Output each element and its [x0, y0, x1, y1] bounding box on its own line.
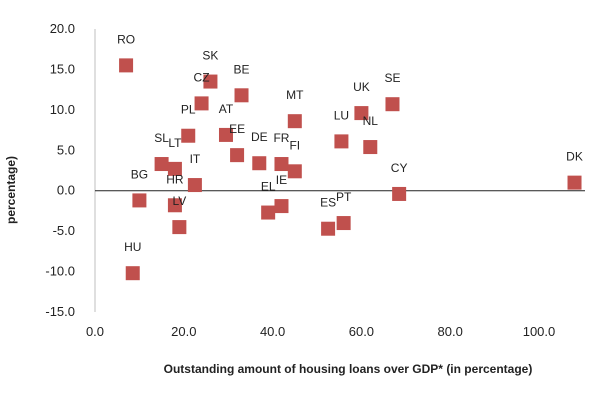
data-point-hr: [167, 198, 182, 213]
data-point-at: [218, 127, 233, 142]
point-label-el: EL: [261, 180, 276, 194]
y-tick-label: -15.0: [45, 304, 75, 319]
data-point-se: [385, 97, 400, 112]
data-point-sk: [203, 74, 218, 89]
data-point-fr: [274, 157, 289, 172]
point-label-pl: PL: [181, 103, 196, 117]
data-point-de: [252, 156, 267, 171]
data-point-ee: [230, 148, 245, 163]
x-tick-label: 100.0: [523, 324, 556, 339]
data-point-ro: [119, 58, 134, 73]
data-point-be: [234, 88, 249, 103]
data-point-lt: [167, 161, 182, 176]
point-label-hr: HR: [166, 172, 184, 186]
y-tick-label: -5.0: [53, 223, 75, 238]
data-point-bg: [132, 193, 147, 208]
point-label-be: BE: [234, 62, 250, 76]
point-label-lt: LT: [168, 136, 182, 150]
point-label-it: IT: [190, 152, 201, 166]
data-point-sl: [154, 157, 169, 172]
point-label-ro: RO: [117, 32, 135, 46]
point-label-lu: LU: [334, 108, 349, 122]
data-point-fi: [287, 164, 302, 179]
point-label-cz: CZ: [194, 70, 210, 84]
point-label-fr: FR: [273, 131, 289, 145]
point-label-pt: PT: [336, 190, 352, 204]
x-tick-label: 80.0: [438, 324, 463, 339]
point-label-lv: LV: [172, 194, 186, 208]
y-tick-label: 15.0: [50, 61, 75, 76]
data-point-hu: [125, 266, 140, 281]
point-label-cy: CY: [391, 161, 408, 175]
x-tick-label: 0.0: [86, 324, 104, 339]
data-point-cz: [194, 96, 209, 111]
data-point-es: [321, 221, 336, 236]
y-tick-label: 20.0: [50, 21, 75, 36]
point-label-dk: DK: [566, 150, 583, 164]
y-axis-title: percentage): [4, 156, 18, 224]
x-tick-label: 40.0: [260, 324, 285, 339]
point-label-bg: BG: [131, 167, 148, 181]
point-label-mt: MT: [286, 88, 304, 102]
point-label-se: SE: [384, 71, 400, 85]
data-point-cy: [392, 186, 407, 201]
data-point-ie: [274, 199, 289, 214]
point-label-sl: SL: [154, 131, 169, 145]
x-tick-label: 60.0: [349, 324, 374, 339]
data-point-pl: [181, 128, 196, 143]
point-label-ie: IE: [276, 173, 287, 187]
point-label-hu: HU: [124, 240, 141, 254]
point-label-nl: NL: [363, 114, 379, 128]
y-tick-label: -10.0: [45, 264, 75, 279]
data-point-lv: [172, 220, 187, 235]
x-axis-title: Outstanding amount of housing loans over…: [164, 362, 533, 376]
data-point-lu: [334, 134, 349, 149]
data-point-pt: [336, 216, 351, 231]
y-tick-label: 0.0: [57, 183, 75, 198]
y-tick-label: 10.0: [50, 102, 75, 117]
point-label-ee: EE: [229, 122, 245, 136]
point-label-es: ES: [320, 196, 336, 210]
data-point-mt: [287, 114, 302, 129]
data-point-uk: [354, 106, 369, 121]
data-point-el: [261, 205, 276, 220]
point-label-uk: UK: [353, 80, 370, 94]
data-point-it: [187, 178, 202, 193]
data-point-dk: [567, 175, 582, 190]
data-point-nl: [363, 140, 378, 155]
x-tick-label: 20.0: [171, 324, 196, 339]
point-label-de: DE: [251, 130, 268, 144]
point-label-sk: SK: [202, 49, 218, 63]
y-tick-label: 5.0: [57, 142, 75, 157]
point-label-at: AT: [219, 102, 234, 116]
point-label-fi: FI: [289, 138, 300, 152]
